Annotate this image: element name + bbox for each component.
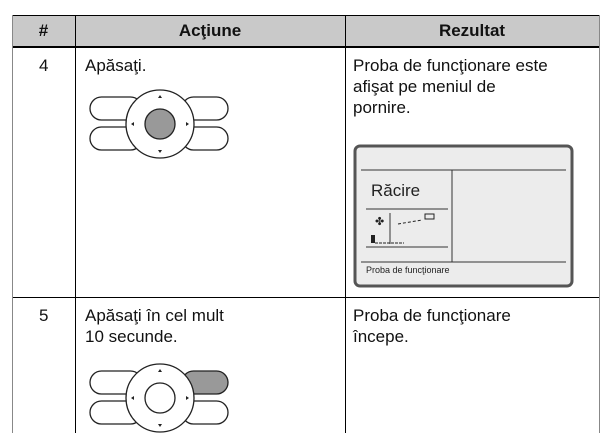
action-text: Apăsaţi.	[85, 56, 147, 75]
rule	[345, 15, 346, 433]
header-cell: Acţiune	[178, 21, 242, 40]
step-number: 4	[39, 56, 49, 75]
rule	[12, 297, 600, 298]
svg-text:✤: ✤	[375, 215, 384, 228]
rule	[75, 15, 76, 433]
result-text: Proba de funcţionare	[353, 306, 511, 325]
rule	[599, 15, 600, 433]
action-text: Apăsaţi în cel mult	[85, 306, 224, 325]
rule	[12, 46, 600, 48]
header-cell: #	[38, 21, 49, 40]
lcd-screen: ✤	[353, 144, 574, 288]
result-text: Proba de funcţionare este	[353, 56, 548, 75]
result-text: pornire.	[353, 98, 411, 117]
header-cell: Rezultat	[438, 21, 506, 40]
lcd-mode: Răcire	[371, 181, 421, 200]
result-text: începe.	[353, 327, 409, 346]
step-number: 5	[39, 306, 49, 325]
button-pad	[89, 363, 229, 433]
header-bg	[12, 15, 600, 46]
action-text: 10 secunde.	[85, 327, 178, 346]
button-pad	[89, 89, 229, 159]
result-text: afişat pe meniul de	[353, 77, 496, 96]
rule	[12, 15, 13, 433]
rule	[12, 15, 600, 16]
lcd-status: Proba de funcţionare	[366, 265, 450, 275]
